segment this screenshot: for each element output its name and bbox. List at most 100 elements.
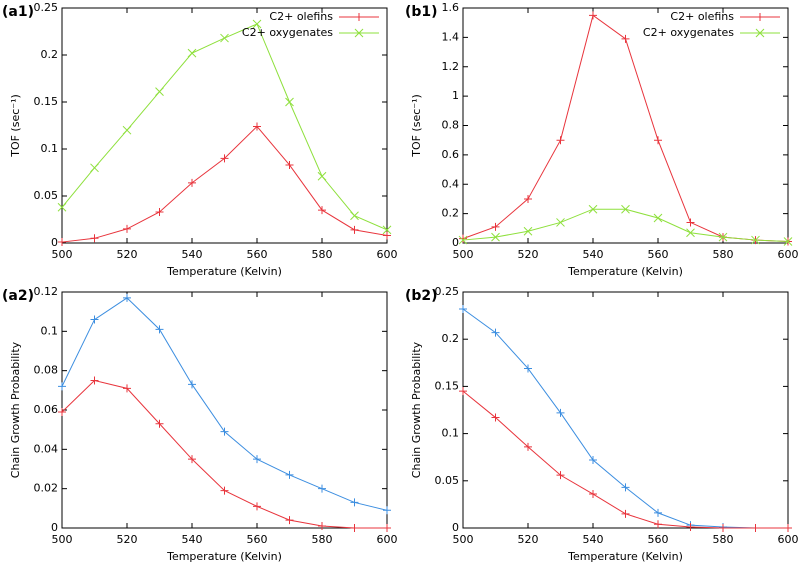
x-tick-label: 540: [583, 533, 604, 546]
y-tick-label: 0: [51, 236, 58, 249]
panel-label: (a1): [2, 4, 34, 20]
marker: [252, 19, 262, 29]
series-line: [462, 390, 788, 529]
marker: [589, 456, 597, 465]
y-tick-label: 1: [452, 89, 459, 102]
marker: [58, 238, 66, 247]
y-axis-label: Chain Growth Probability: [410, 341, 423, 478]
marker: [589, 11, 597, 20]
marker: [459, 387, 467, 396]
marker: [621, 34, 630, 43]
marker: [621, 483, 630, 492]
x-tick-label: 580: [713, 533, 734, 546]
marker: [285, 160, 294, 169]
series-line: [462, 308, 788, 529]
y-tick-label: 0.05: [435, 474, 460, 487]
marker: [90, 315, 99, 324]
marker: [718, 232, 728, 242]
y-tick-label: 0.25: [34, 1, 59, 14]
y-tick-label: 0: [51, 521, 58, 534]
y-tick-label: 0.08: [34, 364, 59, 377]
y-tick-label: 0: [452, 236, 459, 249]
marker: [317, 171, 327, 181]
marker: [523, 226, 533, 236]
marker: [524, 194, 532, 203]
marker: [253, 455, 261, 464]
marker: [556, 218, 565, 227]
marker: [220, 427, 229, 436]
marker: [90, 376, 99, 385]
legend-label: C2+ olefins: [269, 10, 333, 23]
marker: [58, 407, 66, 416]
x-tick-label: 580: [312, 248, 333, 261]
marker: [784, 524, 792, 532]
marker: [90, 163, 99, 173]
legend-label: C2+ olefins: [670, 10, 734, 23]
x-tick-label: 520: [518, 248, 539, 261]
x-axis-label: Temperature (Kelvin): [166, 550, 282, 563]
marker: [155, 87, 164, 97]
x-tick-label: 540: [182, 533, 203, 546]
marker: [383, 231, 391, 240]
marker: [383, 524, 391, 532]
legend-label: C2+ oxygenates: [242, 26, 333, 39]
x-tick-label: 560: [247, 533, 268, 546]
marker: [751, 235, 760, 245]
marker: [58, 382, 66, 391]
x-tick-label: 520: [117, 533, 138, 546]
x-tick-label: 500: [52, 533, 73, 546]
marker: [155, 207, 164, 216]
marker: [686, 523, 695, 532]
marker: [458, 235, 468, 245]
x-tick-label: 600: [778, 533, 799, 546]
y-tick-label: 0.05: [34, 189, 59, 202]
y-tick-label: 0.04: [34, 442, 59, 455]
y-tick-label: 0.8: [442, 119, 460, 132]
marker: [755, 28, 765, 38]
x-tick-label: 580: [312, 533, 333, 546]
y-tick-label: 1.6: [442, 1, 460, 14]
marker: [285, 97, 294, 107]
y-tick-label: 0.02: [34, 482, 59, 495]
marker: [686, 218, 695, 227]
marker: [491, 222, 500, 231]
marker: [318, 522, 326, 531]
x-tick-label: 500: [453, 533, 474, 546]
marker: [354, 28, 364, 38]
x-tick-label: 520: [117, 248, 138, 261]
marker: [383, 506, 391, 515]
marker: [653, 213, 663, 223]
marker: [155, 419, 164, 428]
marker: [556, 136, 565, 145]
marker: [491, 232, 500, 242]
marker: [187, 48, 197, 58]
x-tick-label: 540: [583, 248, 604, 261]
marker: [318, 484, 326, 493]
marker: [90, 234, 99, 243]
x-tick-label: 540: [182, 248, 203, 261]
x-axis-label: Temperature (Kelvin): [567, 265, 683, 278]
series-line: [61, 297, 388, 511]
x-tick-label: 560: [247, 248, 268, 261]
marker: [350, 211, 359, 221]
y-tick-label: 0.4: [442, 177, 460, 190]
marker: [621, 204, 630, 214]
marker: [123, 224, 131, 233]
marker: [382, 225, 392, 235]
marker: [220, 154, 229, 163]
panel-label: (a2): [2, 288, 34, 304]
x-tick-label: 600: [377, 248, 398, 261]
x-tick-label: 500: [52, 248, 73, 261]
marker: [220, 33, 229, 43]
x-tick-label: 580: [713, 248, 734, 261]
marker: [524, 442, 532, 451]
y-tick-label: 0.2: [442, 207, 460, 220]
x-axis-label: Temperature (Kelvin): [567, 550, 683, 563]
y-tick-label: 0.1: [41, 142, 59, 155]
marker: [459, 234, 467, 243]
y-tick-label: 1.2: [442, 60, 460, 73]
marker: [783, 237, 793, 246]
x-axis-label: Temperature (Kelvin): [166, 265, 282, 278]
marker: [556, 408, 565, 417]
